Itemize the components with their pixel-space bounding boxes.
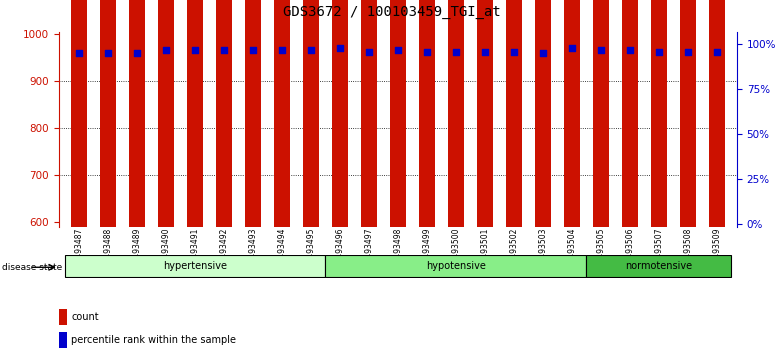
FancyBboxPatch shape bbox=[586, 255, 731, 278]
Bar bbox=[245, 0, 261, 227]
Point bbox=[652, 49, 665, 55]
Bar bbox=[506, 0, 522, 227]
Point bbox=[73, 51, 85, 56]
Bar bbox=[216, 0, 232, 227]
Point bbox=[623, 47, 636, 53]
Bar bbox=[332, 0, 348, 227]
Bar bbox=[535, 0, 550, 227]
Bar bbox=[129, 0, 145, 227]
Text: hypertensive: hypertensive bbox=[163, 261, 227, 272]
Point bbox=[478, 49, 491, 55]
Point bbox=[247, 47, 260, 53]
Point bbox=[536, 51, 549, 56]
Bar bbox=[361, 0, 377, 227]
Text: count: count bbox=[71, 312, 99, 322]
Point bbox=[420, 49, 433, 55]
Bar bbox=[71, 0, 87, 227]
Point bbox=[449, 49, 462, 55]
Text: percentile rank within the sample: percentile rank within the sample bbox=[71, 335, 236, 346]
Bar bbox=[390, 0, 406, 227]
Bar bbox=[680, 0, 695, 227]
Bar bbox=[477, 0, 493, 227]
Point bbox=[305, 47, 318, 53]
Point bbox=[507, 49, 520, 55]
Bar bbox=[593, 0, 608, 227]
Bar bbox=[564, 0, 579, 227]
Point bbox=[334, 45, 347, 51]
FancyBboxPatch shape bbox=[325, 255, 586, 278]
Bar bbox=[274, 0, 290, 227]
Point bbox=[681, 49, 694, 55]
Point bbox=[594, 47, 607, 53]
Point bbox=[363, 49, 376, 55]
Bar bbox=[651, 0, 666, 227]
Bar bbox=[158, 0, 174, 227]
Bar bbox=[709, 0, 724, 227]
Bar bbox=[419, 0, 435, 227]
Point bbox=[102, 51, 114, 56]
Point bbox=[218, 47, 230, 53]
Bar bbox=[448, 0, 464, 227]
Point bbox=[391, 47, 405, 53]
Text: hypotensive: hypotensive bbox=[426, 261, 486, 272]
Point bbox=[160, 47, 172, 53]
Point bbox=[710, 49, 723, 55]
Bar bbox=[59, 332, 67, 348]
Point bbox=[189, 47, 201, 53]
Text: disease state: disease state bbox=[2, 263, 63, 272]
Text: normotensive: normotensive bbox=[625, 261, 692, 272]
Bar bbox=[187, 0, 203, 227]
Point bbox=[565, 45, 578, 51]
Bar bbox=[59, 309, 67, 325]
Bar bbox=[622, 0, 637, 227]
Bar bbox=[100, 0, 116, 227]
Point bbox=[276, 47, 289, 53]
Point bbox=[131, 51, 143, 56]
Text: GDS3672 / 100103459_TGI_at: GDS3672 / 100103459_TGI_at bbox=[283, 5, 501, 19]
FancyBboxPatch shape bbox=[64, 255, 325, 278]
Bar bbox=[303, 0, 319, 227]
